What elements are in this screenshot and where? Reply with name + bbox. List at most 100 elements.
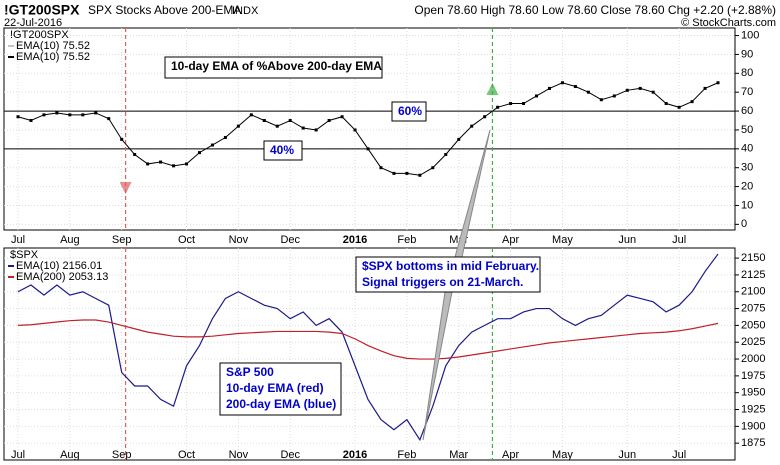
y-tick-label: 40 bbox=[741, 143, 753, 155]
point bbox=[107, 117, 111, 121]
point bbox=[612, 94, 616, 98]
point bbox=[68, 113, 72, 117]
annotation: 200-day EMA (blue) bbox=[226, 397, 336, 411]
y-tick-label: 2125 bbox=[741, 269, 765, 281]
x-tick-label: Dec bbox=[280, 449, 300, 461]
x-tick-label: May bbox=[552, 449, 573, 461]
signal-arrow bbox=[119, 182, 132, 194]
point bbox=[340, 115, 344, 119]
y-tick-label: 1925 bbox=[741, 403, 765, 415]
point bbox=[547, 86, 551, 90]
y-tick-label: 2000 bbox=[741, 353, 765, 365]
annotation: $SPX bottoms in mid February. bbox=[362, 259, 539, 273]
point bbox=[379, 166, 383, 170]
symbol: !GT200SPX bbox=[4, 2, 80, 18]
point bbox=[444, 152, 448, 156]
x-tick-label: Mar bbox=[449, 449, 468, 461]
x-tick-label: Nov bbox=[229, 449, 249, 461]
point bbox=[353, 128, 357, 132]
y-tick-label: 100 bbox=[741, 29, 759, 41]
annotation: 40% bbox=[270, 143, 294, 157]
point bbox=[262, 119, 266, 123]
point bbox=[405, 171, 409, 175]
point bbox=[197, 151, 201, 155]
x-tick-label: Jun bbox=[618, 449, 636, 461]
point bbox=[275, 124, 279, 128]
annotation-box bbox=[391, 101, 427, 122]
point bbox=[716, 81, 720, 85]
y-tick-label: 1900 bbox=[741, 420, 765, 432]
point bbox=[664, 102, 668, 106]
point bbox=[586, 90, 590, 94]
y-tick-label: 2100 bbox=[741, 286, 765, 298]
signal-arrow bbox=[486, 83, 499, 95]
y-tick-label: 70 bbox=[741, 86, 753, 98]
point bbox=[210, 143, 214, 147]
point bbox=[55, 111, 59, 115]
point bbox=[159, 160, 163, 164]
y-tick-label: 20 bbox=[741, 180, 753, 192]
legend-entry: EMA(10) 75.52 bbox=[16, 51, 90, 63]
y-tick-label: 10 bbox=[741, 199, 753, 211]
point bbox=[470, 124, 474, 128]
point bbox=[16, 115, 20, 119]
y-tick-label: 1875 bbox=[741, 437, 765, 449]
point bbox=[677, 105, 681, 109]
x-tick-label: Apr bbox=[502, 449, 519, 461]
point bbox=[29, 119, 33, 123]
annotation-box bbox=[219, 362, 342, 416]
y-tick-label: 1975 bbox=[741, 370, 765, 382]
point bbox=[638, 86, 642, 90]
y-tick-label: 2150 bbox=[741, 252, 765, 264]
point bbox=[314, 128, 318, 132]
point bbox=[573, 85, 577, 89]
x-tick-label: Jul bbox=[11, 449, 25, 461]
x-tick-label: Dec bbox=[280, 234, 300, 246]
legend-title: $SPX bbox=[10, 249, 39, 261]
legend-entry: EMA(200) 2053.13 bbox=[16, 271, 108, 283]
annotation: 10-day EMA (red) bbox=[226, 381, 324, 395]
x-tick-label: Sep bbox=[112, 234, 132, 246]
point bbox=[185, 162, 189, 166]
y-tick-label: 80 bbox=[741, 67, 753, 79]
date: 22-Jul-2016 bbox=[4, 17, 62, 29]
annotation: S&P 500 bbox=[226, 365, 274, 379]
point bbox=[81, 113, 85, 117]
x-tick-label: Sep bbox=[112, 449, 132, 461]
point bbox=[690, 100, 694, 104]
point bbox=[483, 115, 487, 119]
x-tick-label: Jun bbox=[618, 234, 636, 246]
x-tick-label: Apr bbox=[502, 234, 519, 246]
x-tick-label: Oct bbox=[178, 234, 195, 246]
x-tick-label: Jul bbox=[672, 234, 686, 246]
y-tick-label: 30 bbox=[741, 162, 753, 174]
credit: © StockCharts.com bbox=[681, 17, 776, 29]
annotation: 60% bbox=[398, 104, 422, 118]
series-line bbox=[17, 319, 719, 360]
point bbox=[288, 119, 292, 123]
point bbox=[703, 86, 707, 90]
annotation-box bbox=[263, 140, 303, 161]
point bbox=[392, 171, 396, 175]
annotation-box bbox=[355, 256, 541, 293]
point bbox=[599, 98, 603, 102]
point bbox=[625, 88, 629, 92]
exchange: INDX bbox=[232, 5, 259, 17]
point bbox=[172, 164, 176, 168]
legend-entry: EMA(10) 75.52 bbox=[16, 40, 90, 52]
legend-entry: EMA(10) 2156.01 bbox=[16, 260, 102, 272]
x-tick-label: 2016 bbox=[343, 449, 367, 461]
point bbox=[457, 137, 461, 141]
point bbox=[327, 119, 331, 123]
annotation-box bbox=[164, 56, 383, 79]
x-tick-label: May bbox=[552, 234, 573, 246]
point bbox=[42, 113, 46, 117]
point bbox=[651, 90, 655, 94]
y-tick-label: 0 bbox=[741, 218, 747, 230]
point bbox=[94, 111, 98, 115]
point bbox=[522, 102, 526, 106]
point bbox=[236, 124, 240, 128]
y-tick-label: 2050 bbox=[741, 319, 765, 331]
y-tick-label: 2025 bbox=[741, 336, 765, 348]
